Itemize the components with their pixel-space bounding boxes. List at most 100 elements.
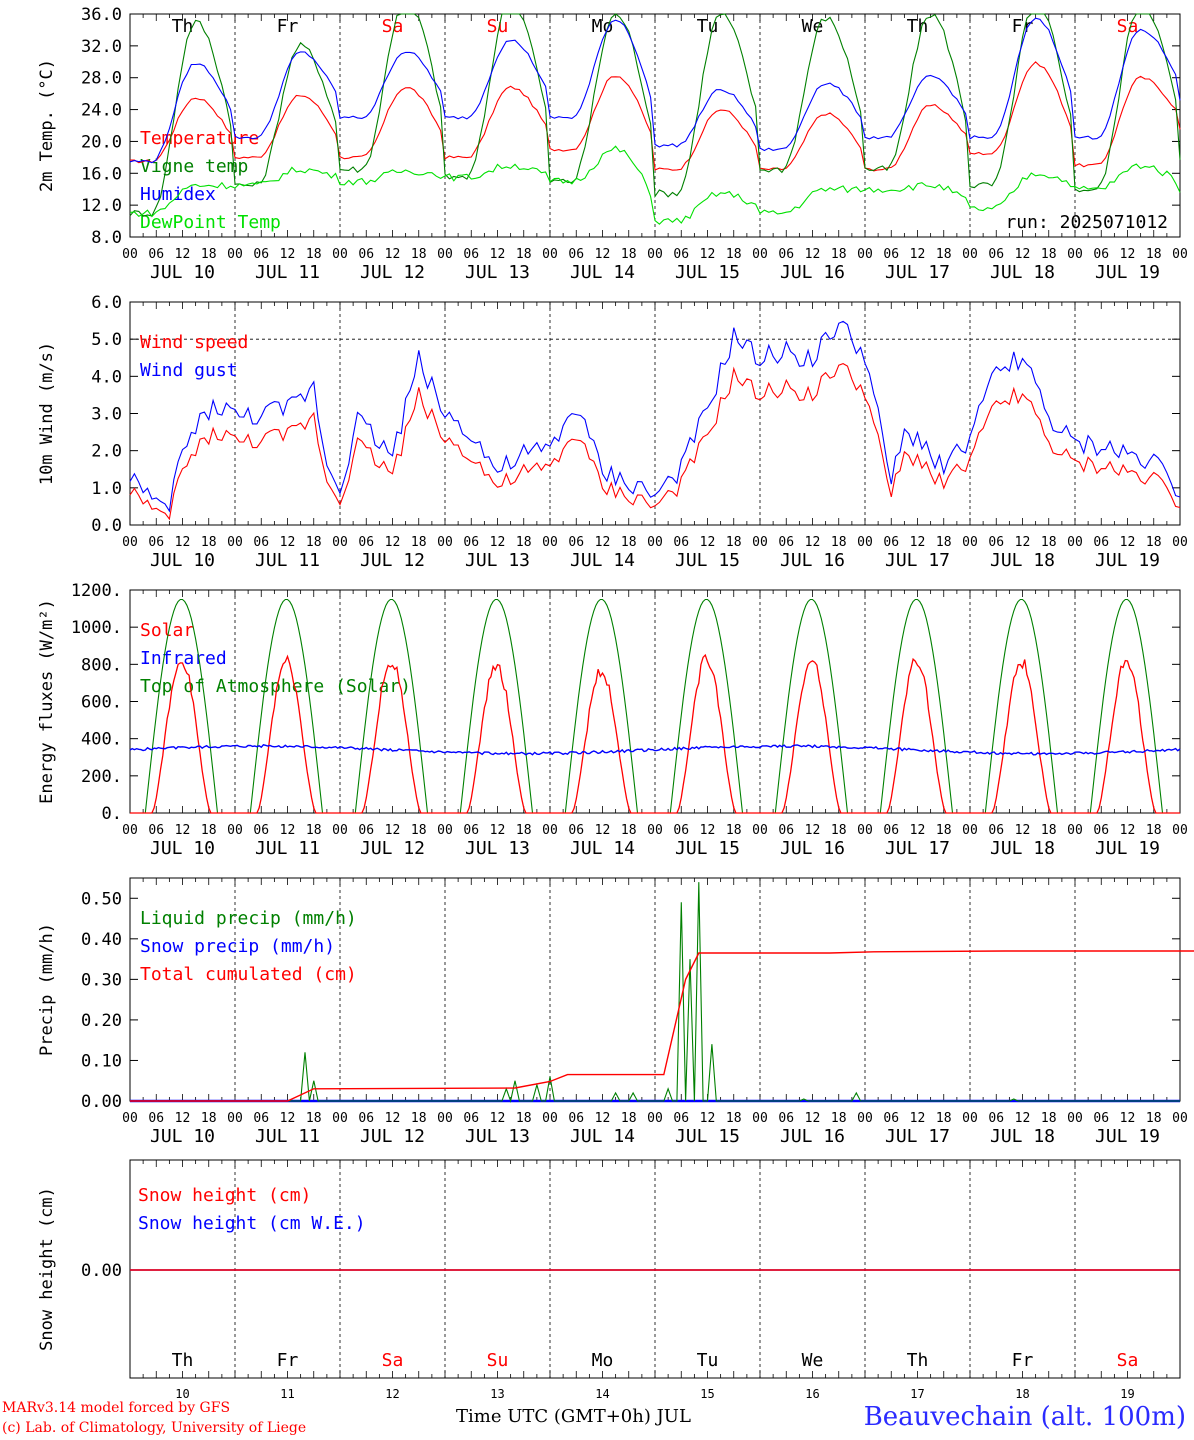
hour-label: 00 (1067, 823, 1083, 838)
legend-darkgreen: Liquid precip (mm/h) (140, 908, 357, 929)
hour-label: 12 (280, 247, 296, 262)
hour-label: 00 (332, 1111, 348, 1126)
lab-credit: (c) Lab. of Climatology, University of L… (2, 1420, 307, 1436)
hour-label: 12 (595, 535, 611, 550)
hour-label: 00 (752, 247, 768, 262)
hour-label: 00 (1172, 823, 1188, 838)
y-axis-title: 2m Temp. (°C) (37, 59, 57, 192)
hour-label: 18 (831, 823, 847, 838)
weekday-label: Tu (697, 1350, 719, 1371)
day-number: 15 (700, 1387, 714, 1401)
panel-frame (129, 13, 1181, 238)
date-label: JUL 14 (570, 1126, 635, 1147)
hour-label: 00 (542, 1111, 558, 1126)
hour-label: 12 (280, 823, 296, 838)
date-label: JUL 11 (255, 1126, 320, 1147)
hour-label: 00 (962, 535, 978, 550)
hour-label: 06 (883, 1111, 899, 1126)
series-red (130, 950, 1194, 1102)
y-tick-label: 0.00 (81, 1261, 122, 1281)
hour-label: 00 (122, 1111, 138, 1126)
hour-label: 00 (437, 1111, 453, 1126)
y-tick-label: 400. (81, 730, 122, 750)
hour-label: 12 (1015, 1111, 1031, 1126)
hour-label: 18 (516, 247, 532, 262)
y-axis-title: Snow height (cm) (37, 1187, 57, 1351)
hour-label: 06 (988, 535, 1004, 550)
hour-label: 18 (201, 823, 217, 838)
weekday-label: Th (907, 16, 929, 37)
hour-label: 06 (253, 247, 269, 262)
hour-label: 06 (148, 823, 164, 838)
y-tick-label: 16.0 (81, 164, 122, 184)
hour-label: 12 (490, 1111, 506, 1126)
hour-label: 00 (437, 535, 453, 550)
date-label: JUL 18 (990, 262, 1055, 283)
hour-label: 12 (385, 1111, 401, 1126)
series-blue (129, 17, 1181, 164)
hour-label: 12 (595, 1111, 611, 1126)
hour-label: 06 (883, 247, 899, 262)
y-tick-label: 600. (81, 693, 122, 713)
series-blue (129, 744, 1181, 756)
hour-label: 18 (516, 1111, 532, 1126)
date-label: JUL 19 (1095, 550, 1160, 571)
y-tick-label: 1200. (71, 581, 122, 601)
hour-label: 00 (1172, 1111, 1188, 1126)
date-label: JUL 19 (1095, 838, 1160, 859)
hour-label: 06 (883, 535, 899, 550)
hour-label: 06 (988, 1111, 1004, 1126)
hour-label: 06 (988, 823, 1004, 838)
hour-label: 06 (148, 247, 164, 262)
hour-label: 06 (148, 1111, 164, 1126)
date-label: JUL 12 (360, 1126, 425, 1147)
hour-label: 18 (726, 823, 742, 838)
hour-label: 00 (227, 535, 243, 550)
day-number: 16 (805, 1387, 819, 1401)
series-red (129, 362, 1181, 521)
date-label: JUL 14 (570, 550, 635, 571)
model-credit: MARv3.14 model forced by GFS (2, 1400, 231, 1416)
date-label: JUL 12 (360, 550, 425, 571)
legend-lightgreen: DewPoint Temp (140, 212, 281, 233)
y-tick-label: 28.0 (81, 69, 122, 89)
hour-label: 06 (358, 1111, 374, 1126)
hour-label: 18 (621, 823, 637, 838)
hour-label: 00 (1067, 1111, 1083, 1126)
hour-label: 00 (647, 1111, 663, 1126)
hour-label: 12 (1120, 247, 1136, 262)
hour-label: 00 (962, 823, 978, 838)
hour-label: 18 (411, 535, 427, 550)
hour-label: 18 (201, 247, 217, 262)
y-tick-label: 0.30 (81, 970, 122, 990)
y-tick-label: 0.10 (81, 1051, 122, 1071)
weekday-label: Mo (592, 1350, 614, 1371)
series-darkgreen (130, 882, 1180, 1104)
date-label: JUL 10 (150, 1126, 215, 1147)
hour-label: 18 (726, 1111, 742, 1126)
hour-label: 06 (778, 1111, 794, 1126)
hour-label: 00 (752, 535, 768, 550)
legend-blue: Humidex (140, 184, 216, 205)
hour-label: 18 (1041, 823, 1057, 838)
panel-snow: 0.00 Snow height (cm) Snow height (cm) Snow… (37, 1159, 1181, 1401)
y-tick-label: 36.0 (81, 5, 122, 25)
hour-label: 12 (280, 535, 296, 550)
hour-label: 06 (568, 535, 584, 550)
hour-label: 18 (201, 535, 217, 550)
hour-label: 18 (936, 823, 952, 838)
y-tick-label: 1000. (71, 618, 122, 638)
day-number: 18 (1015, 1387, 1029, 1401)
hour-label: 00 (542, 247, 558, 262)
hour-label: 06 (358, 823, 374, 838)
date-label: JUL 18 (990, 550, 1055, 571)
hour-label: 18 (831, 247, 847, 262)
date-label: JUL 15 (675, 262, 740, 283)
date-label: JUL 14 (570, 262, 635, 283)
hour-label: 12 (1120, 1111, 1136, 1126)
hour-label: 12 (805, 535, 821, 550)
hour-label: 12 (700, 535, 716, 550)
hour-label: 18 (621, 535, 637, 550)
weekday-label: Su (487, 16, 509, 37)
